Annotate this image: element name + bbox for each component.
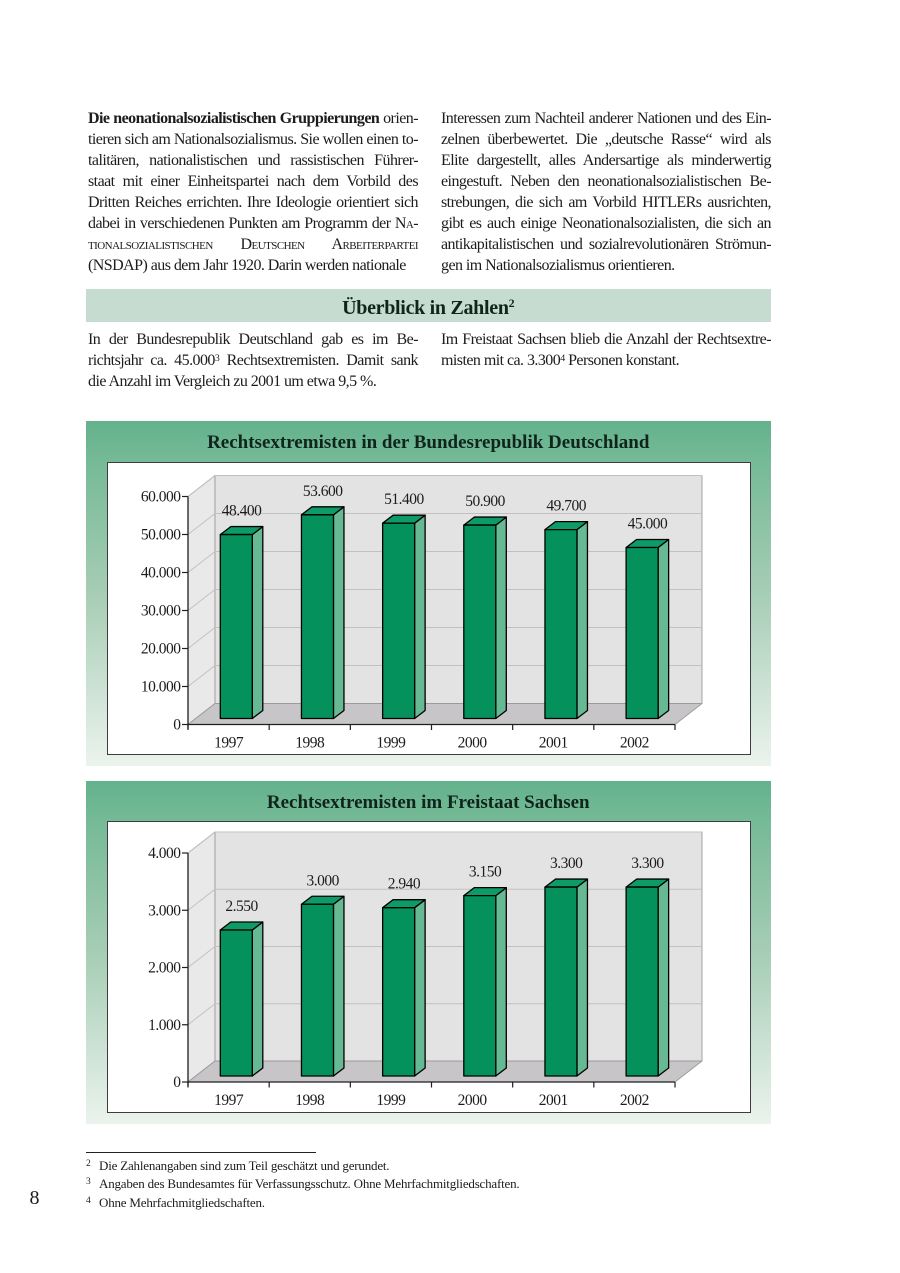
svg-text:20.000: 20.000 xyxy=(141,641,181,658)
svg-text:2000: 2000 xyxy=(458,1092,488,1109)
svg-text:2.940: 2.940 xyxy=(388,876,421,893)
svg-text:40.000: 40.000 xyxy=(141,565,181,582)
svg-text:50.000: 50.000 xyxy=(141,527,181,544)
svg-text:30.000: 30.000 xyxy=(141,603,181,620)
svg-text:3.300: 3.300 xyxy=(631,855,664,872)
svg-text:2.550: 2.550 xyxy=(225,898,258,915)
svg-text:60.000: 60.000 xyxy=(141,489,181,506)
svg-text:1998: 1998 xyxy=(295,735,325,752)
svg-text:45.000: 45.000 xyxy=(628,516,668,533)
svg-text:4.000: 4.000 xyxy=(148,845,181,862)
svg-text:0: 0 xyxy=(173,717,181,734)
svg-text:3.000: 3.000 xyxy=(148,902,181,919)
svg-text:2000: 2000 xyxy=(458,735,488,752)
svg-text:1997: 1997 xyxy=(214,1092,244,1109)
svg-text:48.400: 48.400 xyxy=(222,503,262,520)
svg-text:3.000: 3.000 xyxy=(307,872,340,889)
svg-text:3.150: 3.150 xyxy=(469,864,502,881)
svg-text:10.000: 10.000 xyxy=(141,679,181,696)
svg-text:49.700: 49.700 xyxy=(546,498,586,515)
svg-text:1.000: 1.000 xyxy=(148,1017,181,1034)
svg-text:2002: 2002 xyxy=(620,1092,649,1109)
svg-text:1999: 1999 xyxy=(376,1092,406,1109)
svg-text:2001: 2001 xyxy=(539,1092,568,1109)
svg-text:53.600: 53.600 xyxy=(303,483,343,500)
svg-text:2001: 2001 xyxy=(539,735,568,752)
svg-text:2.000: 2.000 xyxy=(148,960,181,977)
svg-text:1997: 1997 xyxy=(214,735,244,752)
svg-text:51.400: 51.400 xyxy=(384,491,424,508)
svg-text:1998: 1998 xyxy=(295,1092,325,1109)
svg-text:2002: 2002 xyxy=(620,735,649,752)
svg-text:50.900: 50.900 xyxy=(465,493,505,510)
svg-text:3.300: 3.300 xyxy=(550,855,583,872)
svg-text:1999: 1999 xyxy=(376,735,406,752)
svg-text:0: 0 xyxy=(173,1074,181,1091)
